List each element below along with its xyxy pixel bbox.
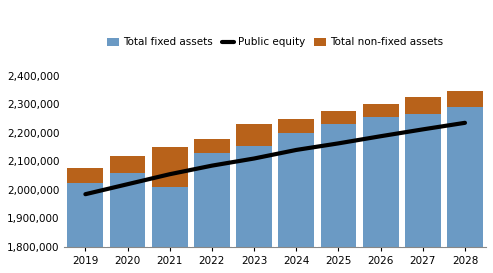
Bar [405,97,441,114]
Public equity [167,173,173,176]
Bar [109,173,145,273]
Bar [152,187,188,273]
Bar [363,104,398,117]
Bar [109,156,145,173]
Bar [194,138,230,153]
Bar [68,183,104,273]
Bar [447,91,483,107]
Public equity [462,121,468,124]
Bar [236,124,272,146]
Line: Public equity: Public equity [85,123,465,194]
Bar [279,133,314,273]
Public equity [293,148,299,152]
Bar [236,146,272,273]
Bar [447,107,483,273]
Bar [279,118,314,133]
Public equity [420,128,426,131]
Legend: Total fixed assets, Public equity, Total non-fixed assets: Total fixed assets, Public equity, Total… [103,33,448,52]
Public equity [335,142,341,145]
Bar [68,168,104,183]
Public equity [251,157,257,160]
Public equity [378,135,384,138]
Public equity [82,192,88,196]
Bar [320,111,356,124]
Bar [320,124,356,273]
Public equity [209,164,215,167]
Bar [405,114,441,273]
Bar [363,117,398,273]
Bar [152,147,188,187]
Public equity [125,183,131,186]
Bar [194,153,230,273]
